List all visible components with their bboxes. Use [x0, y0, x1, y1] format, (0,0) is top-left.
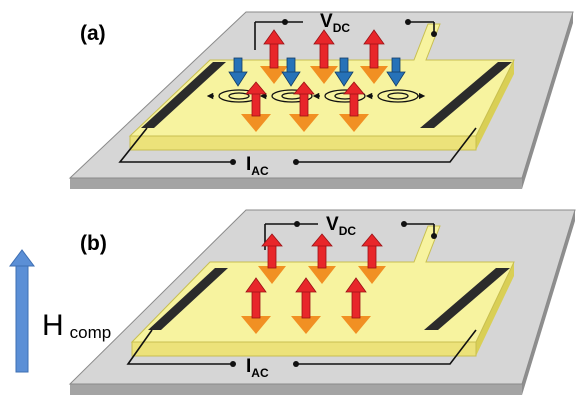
spin-up-arrow-icon	[339, 81, 369, 132]
current-terminal-left-b	[230, 361, 236, 367]
current-terminal-right-a	[293, 159, 299, 165]
spin-arrows-a	[228, 29, 406, 132]
current-circuit-b	[126, 329, 477, 365]
precession-orbit-icon	[324, 89, 366, 103]
spin-up-arrow-icon	[289, 81, 319, 132]
spin-up-arrow-icon	[241, 81, 271, 132]
precession-orbit-icon	[271, 89, 313, 103]
film-b	[130, 225, 515, 357]
spin-up-arrow-icon	[291, 277, 321, 334]
spin-up-arrow-icon	[258, 233, 286, 284]
spin-down-arrow-icon	[281, 57, 301, 87]
spin-up-arrow-icon	[358, 233, 386, 284]
contact-right-b	[424, 268, 510, 330]
voltage-terminal-left-a	[282, 19, 288, 25]
voltage-contact-dot-b	[431, 233, 437, 239]
voltage-label-b: VDC	[326, 214, 356, 238]
voltage-terminal-right-a	[405, 19, 411, 25]
spin-up-arrow-icon	[341, 277, 371, 334]
panel-a: VDC IAC	[68, 11, 574, 189]
current-label-b: IAC	[246, 356, 269, 380]
panel-b: VDC IAC	[68, 209, 576, 395]
voltage-terminal-right-b	[401, 221, 407, 227]
current-terminal-right-b	[293, 361, 299, 367]
voltage-terminal-left-b	[294, 221, 300, 227]
spin-down-arrow-icon	[228, 57, 248, 87]
spin-down-arrow-icon	[334, 57, 354, 87]
spin-up-arrow-icon	[360, 29, 388, 84]
voltage-label-a: VDC	[320, 11, 350, 35]
spin-up-arrow-icon	[308, 233, 336, 284]
spin-up-arrow-icon	[310, 29, 338, 84]
voltage-circuit-a	[254, 21, 435, 50]
contact-left-b	[148, 268, 228, 330]
current-label-a: IAC	[246, 154, 269, 178]
panel-label-a: (a)	[80, 22, 106, 45]
current-circuit-a	[118, 127, 477, 163]
spin-down-arrow-icon	[386, 57, 406, 87]
precession-orbits-a	[206, 89, 426, 103]
spin-up-arrow-icon	[260, 29, 288, 84]
voltage-contact-dot-a	[431, 31, 437, 37]
field-arrow-icon	[9, 249, 35, 373]
spin-arrows-b	[241, 233, 386, 334]
contact-left-a	[141, 62, 226, 128]
spin-up-arrow-icon	[241, 277, 271, 334]
panel-label-b: (b)	[80, 232, 107, 255]
contact-right-a	[420, 62, 512, 128]
current-terminal-left-a	[230, 159, 236, 165]
